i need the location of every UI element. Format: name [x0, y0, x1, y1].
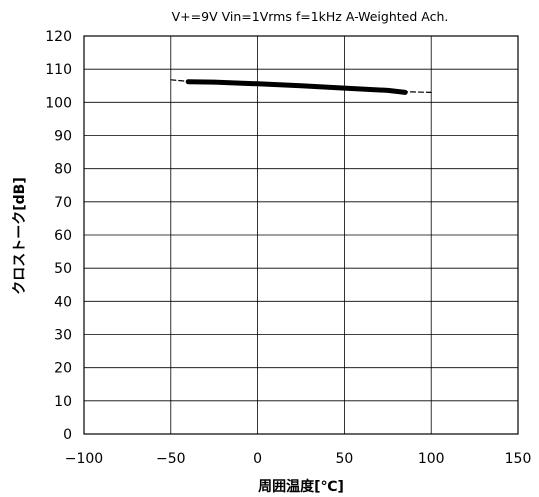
- y-tick-label: 110: [45, 62, 72, 78]
- chart-title: V+=9V Vin=1Vrms f=1kHz A-Weighted Ach.: [172, 9, 449, 24]
- y-axis-label: クロストーク[dB]: [12, 177, 28, 295]
- series-line-dashed: [170, 79, 432, 94]
- y-tick-label: 20: [54, 361, 72, 377]
- plot-frame: [83, 35, 519, 435]
- y-tick-label: 120: [45, 29, 72, 45]
- y-tick-label: 80: [54, 162, 72, 178]
- x-tick-label: 100: [418, 451, 445, 467]
- series-layer: [170, 79, 432, 95]
- y-axis-tick-labels: 0 10 20 30 40 50 60 70 80 90 100 110 120: [45, 29, 72, 443]
- y-tick-label: 30: [54, 328, 72, 344]
- x-tick-label: −100: [65, 451, 103, 467]
- y-tick-label: 90: [54, 129, 72, 145]
- x-axis-tick-labels: −100 −50 0 50 100 150: [65, 451, 532, 467]
- x-tick-label: 150: [505, 451, 532, 467]
- y-tick-label: 100: [45, 95, 72, 111]
- grid-lines: [84, 36, 518, 434]
- x-tick-label: 50: [335, 451, 353, 467]
- x-tick-label: −50: [156, 451, 186, 467]
- x-tick-label: 0: [253, 451, 262, 467]
- y-tick-label: 40: [54, 294, 72, 310]
- y-tick-label: 50: [54, 261, 72, 277]
- y-tick-label: 10: [54, 394, 72, 410]
- y-tick-label: 0: [63, 427, 72, 443]
- y-tick-label: 60: [54, 228, 72, 244]
- y-tick-label: 70: [54, 195, 72, 211]
- x-axis-label: 周囲温度[℃]: [258, 478, 344, 495]
